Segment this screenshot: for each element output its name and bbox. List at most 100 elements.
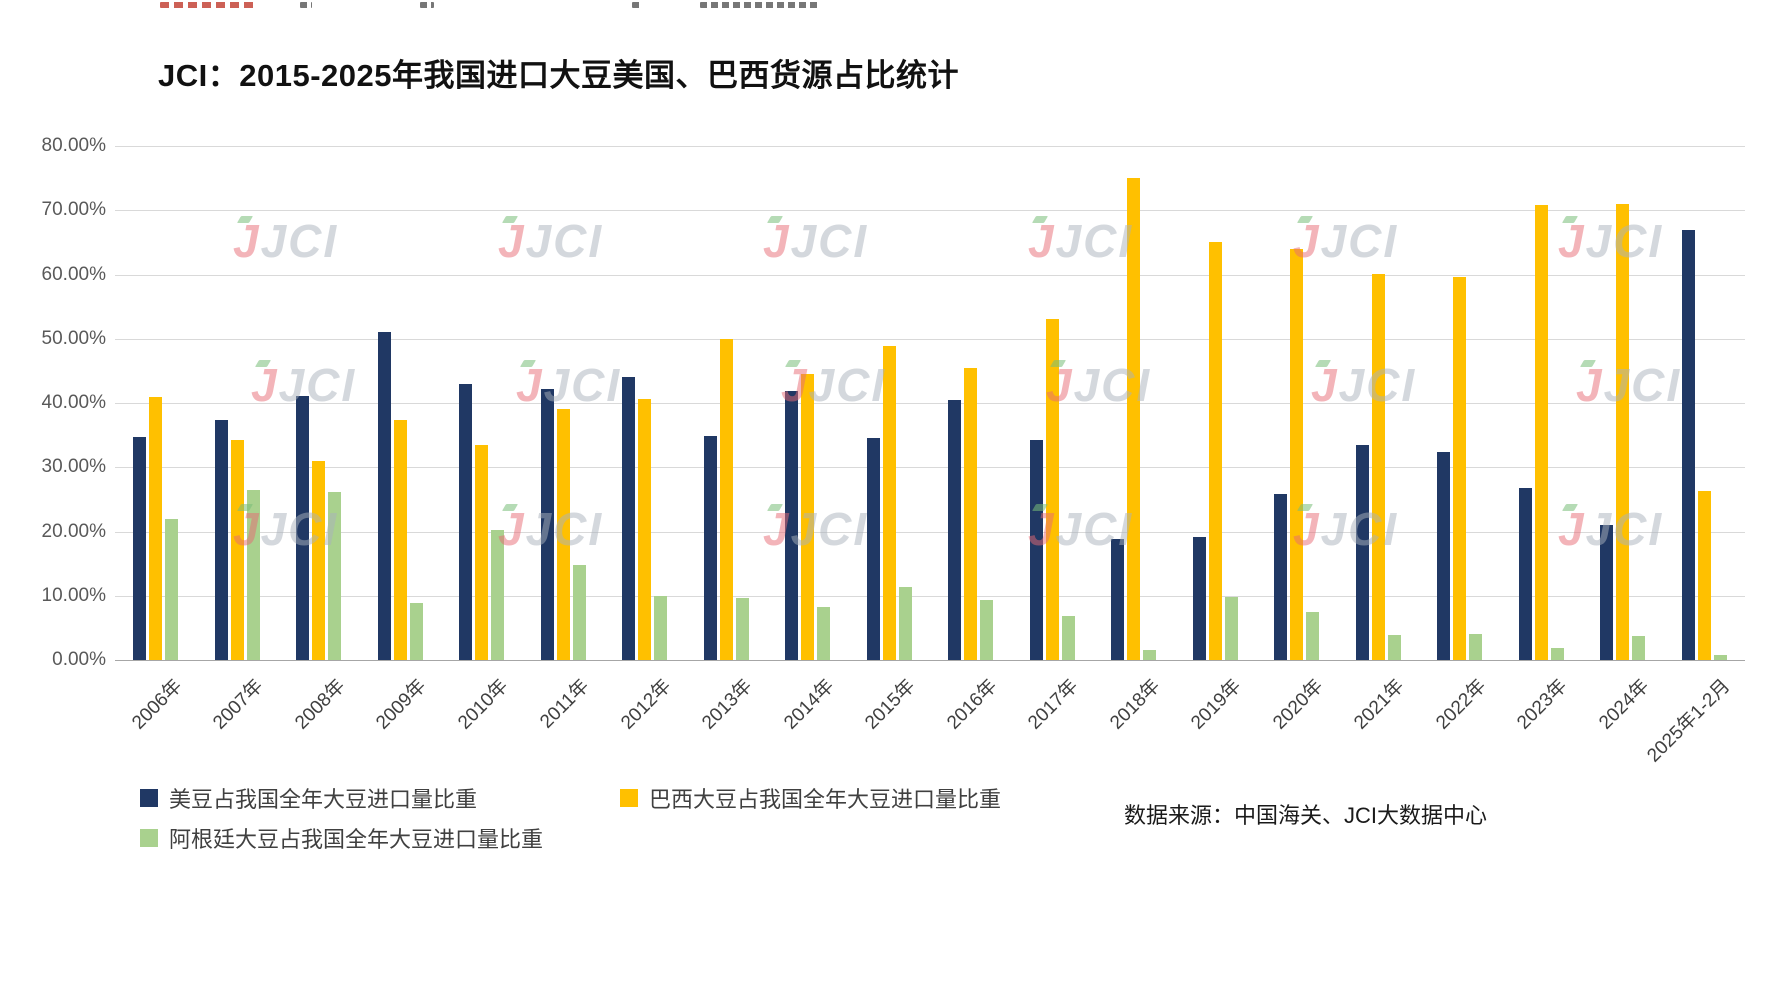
bar-argentina <box>1632 635 1646 660</box>
bar-brazil <box>1534 205 1548 660</box>
bar-group <box>360 146 442 660</box>
bar-us <box>1192 537 1206 660</box>
bar-group <box>441 146 523 660</box>
legend-label-us: 美豆占我国全年大豆进口量比重 <box>169 787 478 812</box>
bar-us <box>1111 538 1125 660</box>
bar-us <box>866 437 880 660</box>
bar-brazil <box>801 374 815 660</box>
y-tick-label: 60.00% <box>41 263 106 285</box>
bar-argentina <box>1306 612 1320 660</box>
bar-brazil <box>719 339 733 660</box>
gridline <box>115 595 1745 597</box>
plot-area <box>115 146 1746 661</box>
bar-brazil <box>638 399 652 660</box>
bar-us <box>1274 494 1288 660</box>
bar-brazil <box>556 409 570 660</box>
legend-item-argentina: 阿根廷大豆占我国全年大豆进口量比重 <box>140 822 543 854</box>
bar-brazil <box>393 420 407 660</box>
bar-us <box>459 384 473 660</box>
x-tick-label: 2015年 <box>861 675 920 734</box>
x-tick-label: 2009年 <box>372 675 431 734</box>
x-tick-label: 2011年 <box>536 675 594 733</box>
y-tick-label: 50.00% <box>41 327 106 349</box>
x-tick-label: 2006年 <box>127 675 187 734</box>
bar-us <box>296 395 310 660</box>
y-tick-label: 10.00% <box>41 584 106 606</box>
bar-argentina <box>898 586 912 660</box>
bar-group <box>604 146 686 660</box>
x-tick-label: 2018年 <box>1105 675 1165 734</box>
bar-us <box>1355 445 1369 660</box>
bar-argentina <box>1061 616 1075 660</box>
clipped-text-fragment <box>420 2 434 8</box>
bar-argentina <box>980 599 994 660</box>
x-tick-label: 2007年 <box>209 675 268 734</box>
bar-brazil <box>1208 242 1222 660</box>
bar-argentina <box>491 529 505 660</box>
bar-argentina <box>409 603 423 660</box>
bar-brazil <box>1616 204 1630 660</box>
gridline <box>115 338 1745 340</box>
bar-argentina <box>165 519 179 660</box>
bar-group <box>523 146 605 660</box>
gridline <box>115 531 1745 533</box>
x-axis-line <box>115 660 1745 661</box>
bar-us <box>948 399 962 660</box>
bar-argentina <box>1224 597 1238 660</box>
clipped-text-fragment <box>632 2 642 8</box>
bar-brazil <box>1697 491 1711 660</box>
bar-brazil <box>1127 178 1141 660</box>
bar-group <box>1175 146 1257 660</box>
bar-brazil <box>1290 249 1304 660</box>
bar-us <box>1518 487 1532 660</box>
data-source-note: 数据来源：中国海关、JCI大数据中心 <box>1124 803 1488 828</box>
y-tick-label: 30.00% <box>41 456 106 478</box>
bar-brazil <box>230 440 244 660</box>
bar-group <box>197 146 279 660</box>
bar-brazil <box>882 345 896 660</box>
bar-group <box>767 146 849 660</box>
bar-group <box>1338 146 1420 660</box>
bar-us <box>377 331 391 660</box>
bar-us <box>1437 452 1451 660</box>
x-tick-label: 2017年 <box>1024 675 1083 734</box>
bar-argentina <box>1469 634 1483 660</box>
chart-title: JCI：2015-2025年我国进口大豆美国、巴西货源占比统计 <box>158 58 959 93</box>
bar-group <box>115 146 197 660</box>
bar-group <box>686 146 768 660</box>
bar-group <box>1501 146 1583 660</box>
bar-argentina <box>246 490 260 660</box>
bar-us <box>1681 229 1695 660</box>
bar-us <box>540 388 554 660</box>
bar-brazil <box>1045 318 1059 660</box>
clipped-text-fragment <box>160 2 255 8</box>
x-tick-label: 2022年 <box>1431 675 1491 734</box>
bar-group <box>1093 146 1175 660</box>
bar-brazil <box>1371 273 1385 660</box>
x-tick-label: 2014年 <box>779 675 839 734</box>
legend-label-argentina: 阿根廷大豆占我国全年大豆进口量比重 <box>169 827 544 852</box>
bar-brazil <box>312 461 326 660</box>
bar-brazil <box>475 444 489 660</box>
bar-group <box>1582 146 1664 660</box>
bar-group <box>278 146 360 660</box>
x-tick-label: 2012年 <box>616 675 676 734</box>
bar-argentina <box>817 606 831 660</box>
bar-us <box>703 435 717 660</box>
x-tick-label: 2021年 <box>1350 675 1409 734</box>
bar-argentina <box>735 598 749 660</box>
bar-brazil <box>964 368 978 660</box>
legend-swatch-us <box>140 789 158 807</box>
bar-group <box>1664 146 1746 660</box>
gridline <box>115 210 1745 212</box>
bar-us <box>133 437 147 660</box>
bar-us <box>1600 525 1614 660</box>
x-tick-label: 2013年 <box>698 675 757 734</box>
bar-group <box>849 146 931 660</box>
gridline <box>115 467 1745 469</box>
clipped-top-strip <box>0 0 1774 10</box>
y-tick-label: 80.00% <box>41 135 106 156</box>
clipped-text-fragment <box>300 2 312 8</box>
legend-item-brazil: 巴西大豆占我国全年大豆进口量比重 <box>620 782 1001 814</box>
x-tick-label: 2010年 <box>453 675 513 734</box>
